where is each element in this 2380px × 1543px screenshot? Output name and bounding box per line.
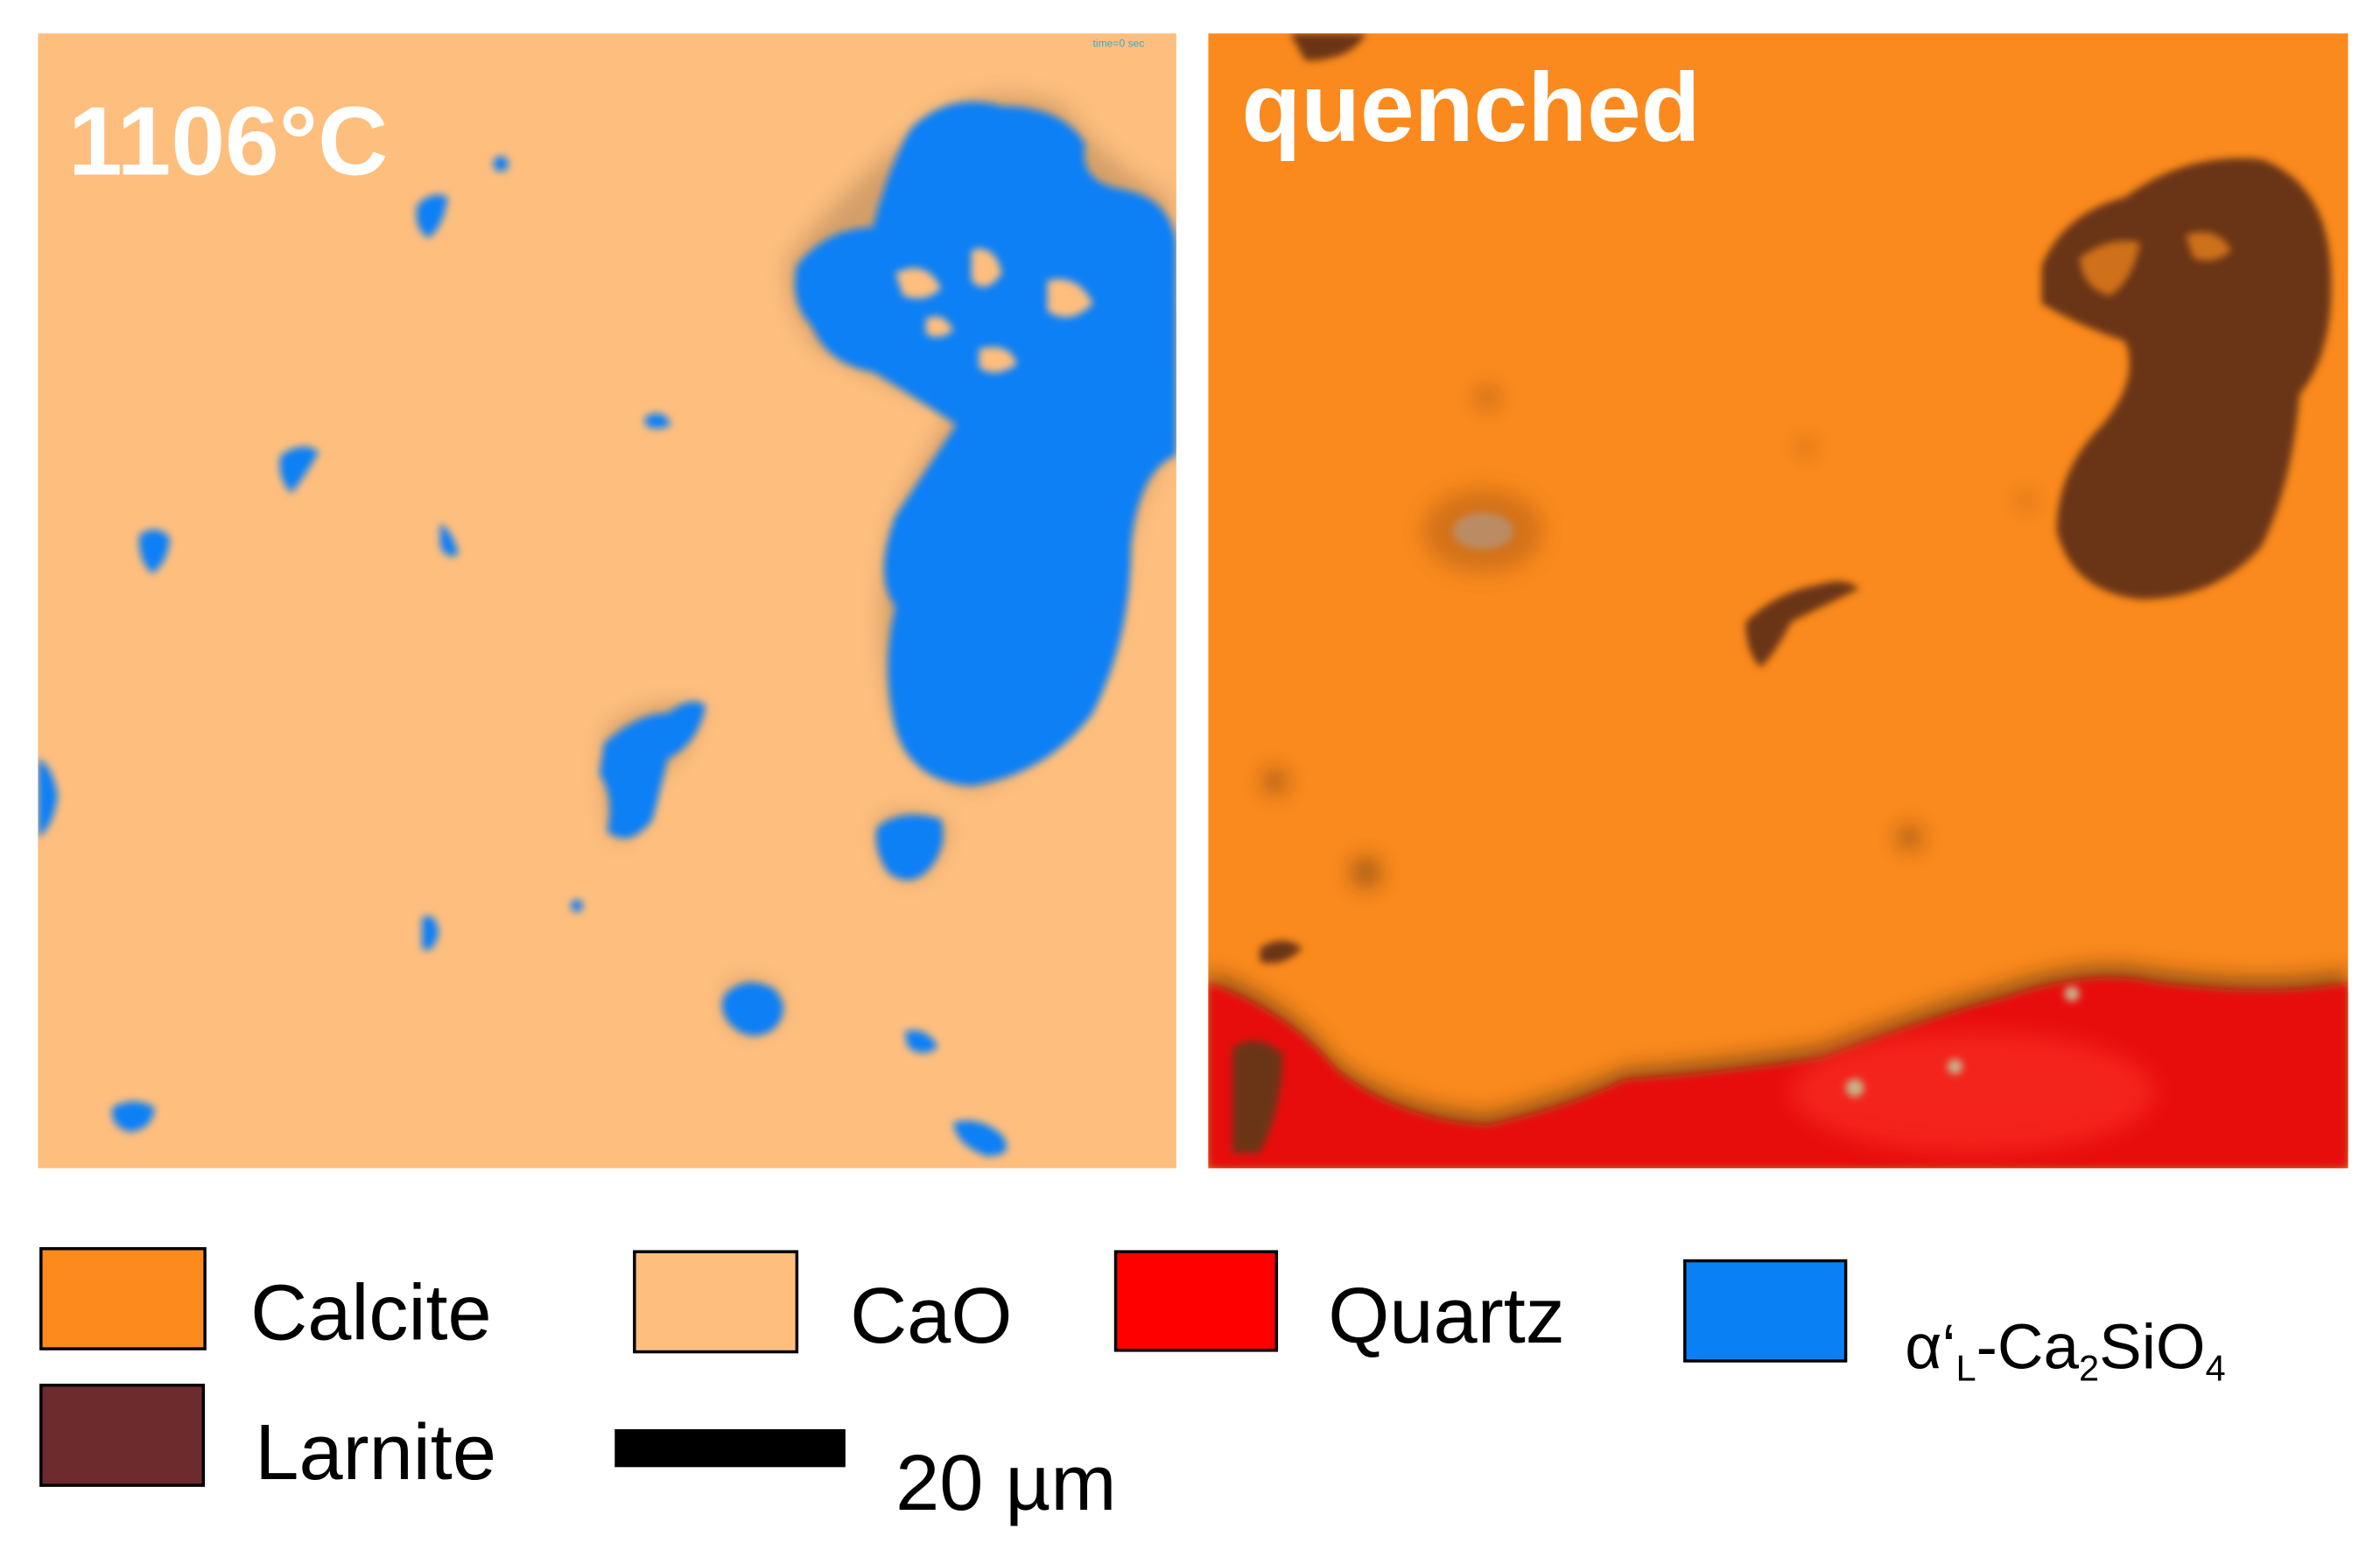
legend-swatch [39, 1383, 206, 1487]
legend-label: Larnite [255, 1408, 496, 1497]
quartz-highlight [1791, 1031, 2156, 1154]
light-grains [1845, 985, 2080, 1098]
legend-label-part: α‘ [1905, 1312, 1955, 1383]
legend-label: Quartz [1328, 1272, 1565, 1360]
legend-label-part: SiO [2099, 1312, 2205, 1383]
left-panel: time=0 sec 1106°C [38, 33, 1176, 1168]
time-overlay: time=0 sec [1093, 38, 1145, 50]
grain-halo [1422, 488, 1544, 574]
legend-label: α‘L-Ca2SiO4 [1905, 1312, 2225, 1389]
legend: Calcite CaO Quartz α‘L-Ca2SiO4 Larnite [39, 1246, 2226, 1497]
calcite-inclusions [2079, 232, 2232, 297]
legend-label-part: L [1956, 1348, 1976, 1389]
legend-label-part: 4 [2206, 1348, 2226, 1389]
legend-swatch [1683, 1259, 1848, 1363]
panel-label: 1106°C [68, 87, 388, 195]
legend-swatch [1113, 1250, 1279, 1352]
legend-swatch [633, 1250, 799, 1354]
scale-bar [614, 1428, 846, 1468]
legend-label-part: -Ca [1976, 1312, 2080, 1383]
legend-label: CaO [850, 1272, 1012, 1360]
right-panel: quenched [1208, 33, 2348, 1168]
cao-inclusions [895, 249, 1093, 373]
legend-label-part: 2 [2079, 1348, 2099, 1389]
panel-label: quenched [1241, 53, 1700, 162]
legend-swatch [39, 1246, 207, 1350]
legend-label: Calcite [250, 1269, 492, 1357]
dark-spots [1262, 388, 2032, 888]
alpha-c2s-grains [38, 102, 1176, 1156]
scale-bar-label: 20 µm [895, 1439, 1116, 1527]
